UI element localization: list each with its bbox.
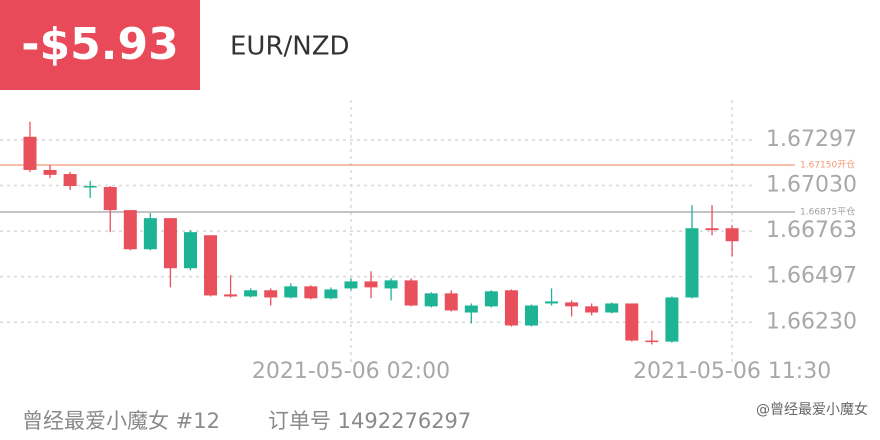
chart: 1.67297 1.67030 1.66763 1.66497 1.66230 2021-… (0, 100, 857, 384)
candle-body (204, 235, 218, 296)
candle-body (645, 340, 659, 343)
candle-body (665, 297, 679, 342)
candle-body (444, 293, 458, 311)
candle-body (63, 174, 77, 186)
candle-body (284, 286, 298, 298)
candle-body (464, 305, 478, 313)
reference-label: 1.67150开仓 (800, 158, 855, 170)
pnl: -$5.93 (21, 19, 178, 70)
reference-label: 1.66875平仓 (800, 205, 855, 217)
candle-body (525, 305, 538, 326)
candle-body (324, 289, 338, 299)
y-tick-label: 1.66497 (766, 264, 857, 289)
candle-body (163, 218, 177, 269)
candle-body (224, 294, 238, 297)
candle-body (585, 306, 599, 313)
candle-body (123, 210, 137, 250)
candle-body (103, 187, 117, 211)
candle-body (264, 290, 278, 298)
candle-body (43, 169, 57, 175)
y-tick-label: 1.66230 (766, 309, 857, 334)
candle-body (364, 281, 378, 288)
candle-body (83, 185, 97, 188)
candle-body (484, 291, 498, 307)
candle-body (143, 218, 157, 250)
y-tick-label: 1.67297 (766, 127, 857, 152)
x-tick-label: 2021-05-06 11:30 (633, 359, 831, 384)
candle-body (424, 293, 438, 307)
y-tick-label: 1.67030 (766, 172, 857, 197)
candle-body (725, 228, 739, 242)
candle-body (244, 290, 258, 297)
candle-body (183, 232, 197, 269)
candle-body (705, 228, 719, 231)
candle-body (404, 280, 418, 306)
candle-body (545, 301, 559, 304)
candle-body (344, 281, 358, 289)
pair: EUR/NZD (230, 32, 350, 62)
pnl-badge (0, 0, 200, 90)
user: 曾经最爱小魔女 #12 (22, 409, 220, 433)
candle-body (565, 302, 579, 307)
candle-body (605, 303, 619, 313)
candle-body (384, 280, 398, 289)
candle-body (685, 228, 699, 298)
candle-body (504, 290, 518, 326)
candle-body (23, 136, 37, 170)
y-tick-label: 1.66763 (766, 218, 857, 243)
watermark: @曾经最爱小魔女 (756, 401, 868, 418)
order-number: 订单号 1492276297 (268, 409, 471, 433)
x-tick-label: 2021-05-06 02:00 (252, 359, 450, 384)
candle-body (625, 303, 639, 341)
candle-body (304, 286, 318, 299)
